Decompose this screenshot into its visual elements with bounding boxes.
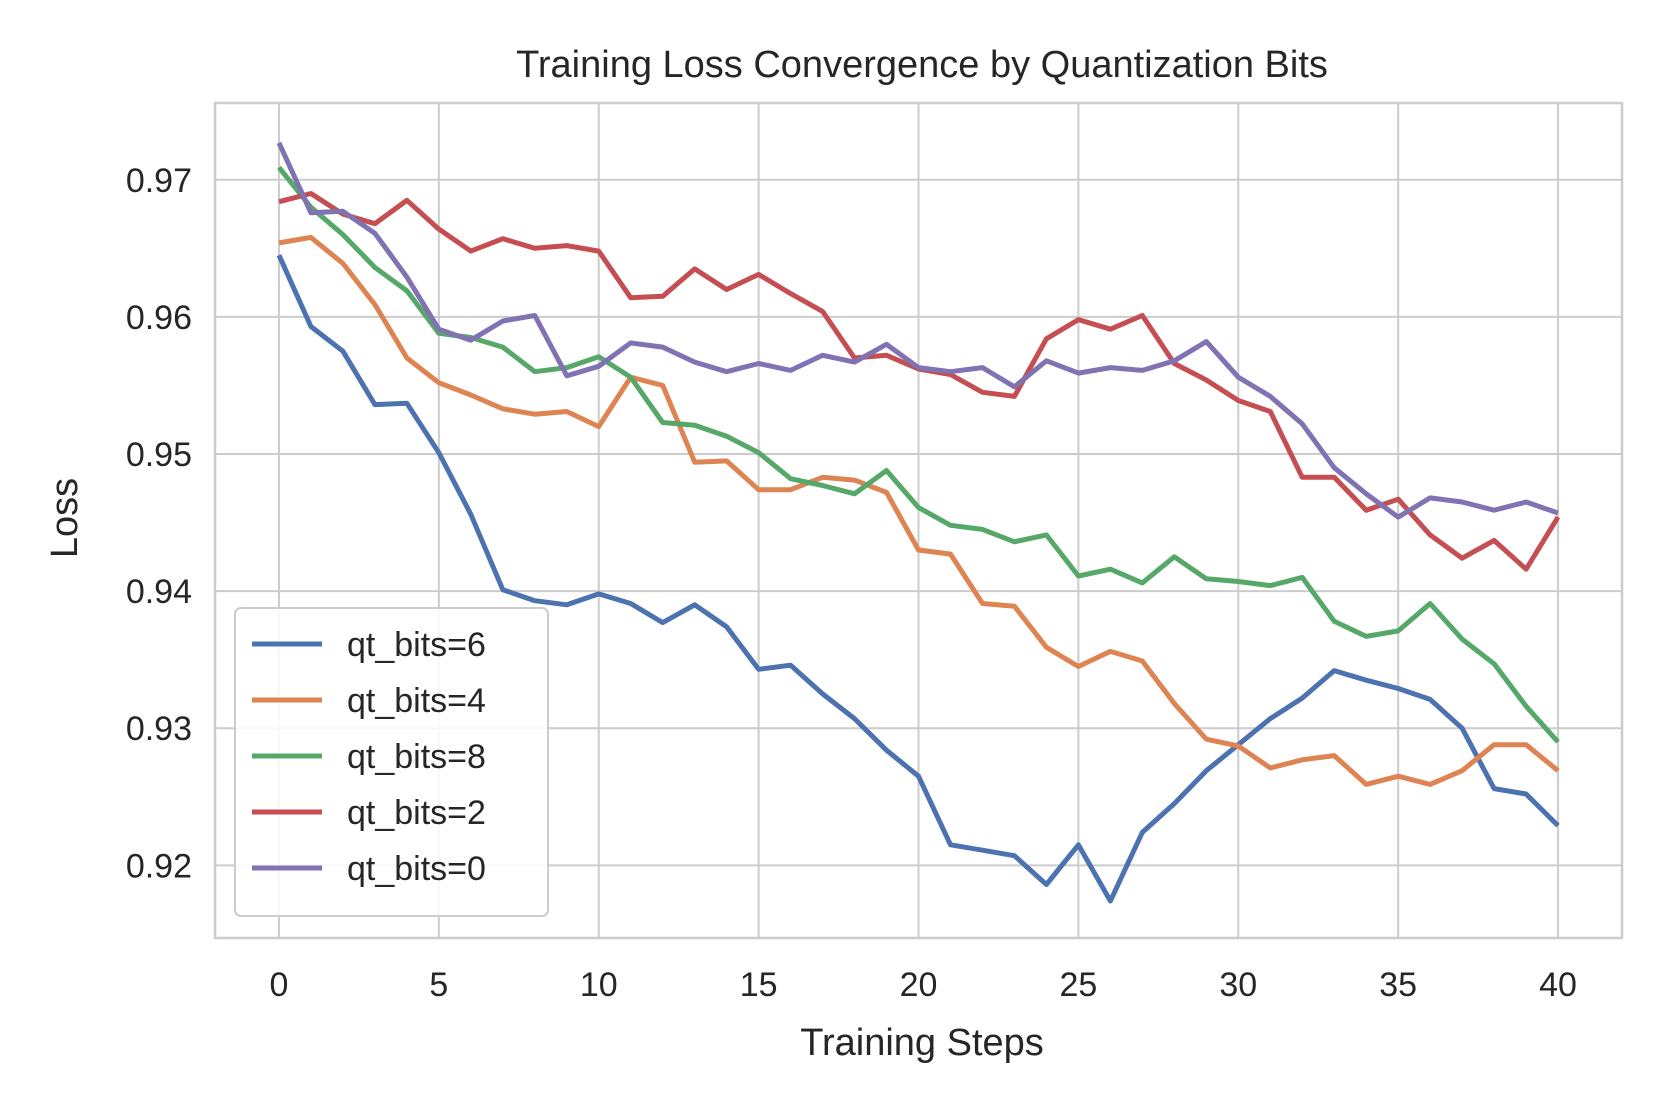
x-tick-label: 40 [1539,966,1577,1004]
y-tick-label: 0.92 [126,847,192,885]
legend-label: qt_bits=8 [347,738,486,776]
x-tick-label: 10 [580,966,618,1004]
series-line-qt-bits-4 [278,234,1560,787]
legend: qt_bits=6 qt_bits=4 qt_bits=8 qt_bits=2 qt_b… [234,607,549,917]
x-tick-label: 25 [1059,966,1097,1004]
series-line-qt-bits-0 [276,141,1559,520]
plot-frame [213,101,1624,940]
legend-label: qt_bits=2 [347,794,486,832]
y-tick-label: 0.97 [126,162,192,200]
x-tick-label: 15 [740,966,778,1004]
y-axis-ticks: 0.92 0.93 0.94 0.95 0.96 0.97 [126,162,192,886]
y-tick-label: 0.93 [126,710,192,748]
x-tick-label: 5 [429,966,448,1004]
x-axis-title: Training Steps [800,1022,1044,1064]
x-tick-label: 0 [269,966,288,1004]
series-line-qt-bits-6 [276,254,1560,904]
x-tick-label: 20 [900,966,938,1004]
x-axis-ticks: 0 5 10 15 20 25 30 35 40 [269,966,1576,1004]
legend-box [234,607,549,917]
y-tick-label: 0.95 [126,436,192,474]
series-lines [276,141,1561,904]
legend-label: qt_bits=6 [347,626,486,664]
y-tick-label: 0.94 [126,573,192,611]
x-tick-label: 35 [1379,966,1417,1004]
y-tick-label: 0.96 [126,299,192,337]
legend-label: qt_bits=4 [347,682,486,720]
legend-label: qt_bits=0 [347,850,486,888]
series-line-qt-bits-8 [277,165,1560,744]
y-axis-title: Loss [44,478,86,558]
x-tick-label: 30 [1219,966,1257,1004]
chart-title: Training Loss Convergence by Quantizatio… [516,44,1328,86]
